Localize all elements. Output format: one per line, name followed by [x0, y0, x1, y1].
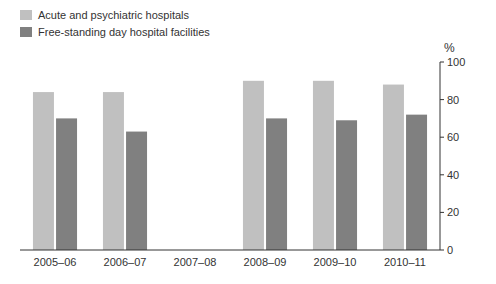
- y-tick-label: 80: [447, 94, 459, 106]
- bar: [266, 118, 287, 250]
- chart: 0 20 40 60 80 100% 2005–06 2006–07 2007–08 2008–0…: [0, 0, 496, 284]
- y-tick: [440, 99, 444, 100]
- bar: [313, 81, 334, 250]
- y-tick-label: 0: [447, 244, 453, 256]
- x-tick-label: 2007–08: [174, 256, 217, 268]
- legend-swatch: [20, 10, 32, 20]
- legend: Acute and psychiatric hospitals Free-stan…: [20, 9, 210, 38]
- bar: [383, 85, 404, 250]
- y-tick: [440, 137, 444, 138]
- bar: [33, 92, 54, 250]
- y-tick-label: 40: [447, 169, 459, 181]
- x-axis-line: [20, 250, 440, 251]
- y-tick-label: 60: [447, 131, 459, 143]
- legend-label: Acute and psychiatric hospitals: [38, 9, 190, 21]
- x-tick-label: 2005–06: [34, 256, 77, 268]
- bar: [56, 118, 77, 250]
- x-tick-label: 2009–10: [314, 256, 357, 268]
- bar: [103, 92, 124, 250]
- y-tick: [440, 174, 444, 175]
- y-tick-label: 20: [447, 206, 459, 218]
- y-axis-line: [440, 62, 441, 250]
- y-tick: [440, 62, 444, 63]
- bar: [243, 81, 264, 250]
- y-axis-label: %: [444, 41, 455, 55]
- chart-container: 0 20 40 60 80 100% 2005–06 2006–07 2007–08 2008–0…: [0, 0, 496, 284]
- y-tick-label: 100: [447, 56, 465, 68]
- legend-label: Free-standing day hospital facilities: [38, 26, 210, 38]
- x-tick-label: 2008–09: [244, 256, 287, 268]
- y-tick: [440, 212, 444, 213]
- bar: [406, 115, 427, 250]
- bars: [33, 81, 427, 250]
- legend-swatch: [20, 27, 32, 37]
- x-tick-label: 2010–11: [384, 256, 426, 268]
- bar: [126, 132, 147, 250]
- x-tick-label: 2006–07: [104, 256, 147, 268]
- y-tick: [440, 250, 444, 251]
- bar: [336, 120, 357, 250]
